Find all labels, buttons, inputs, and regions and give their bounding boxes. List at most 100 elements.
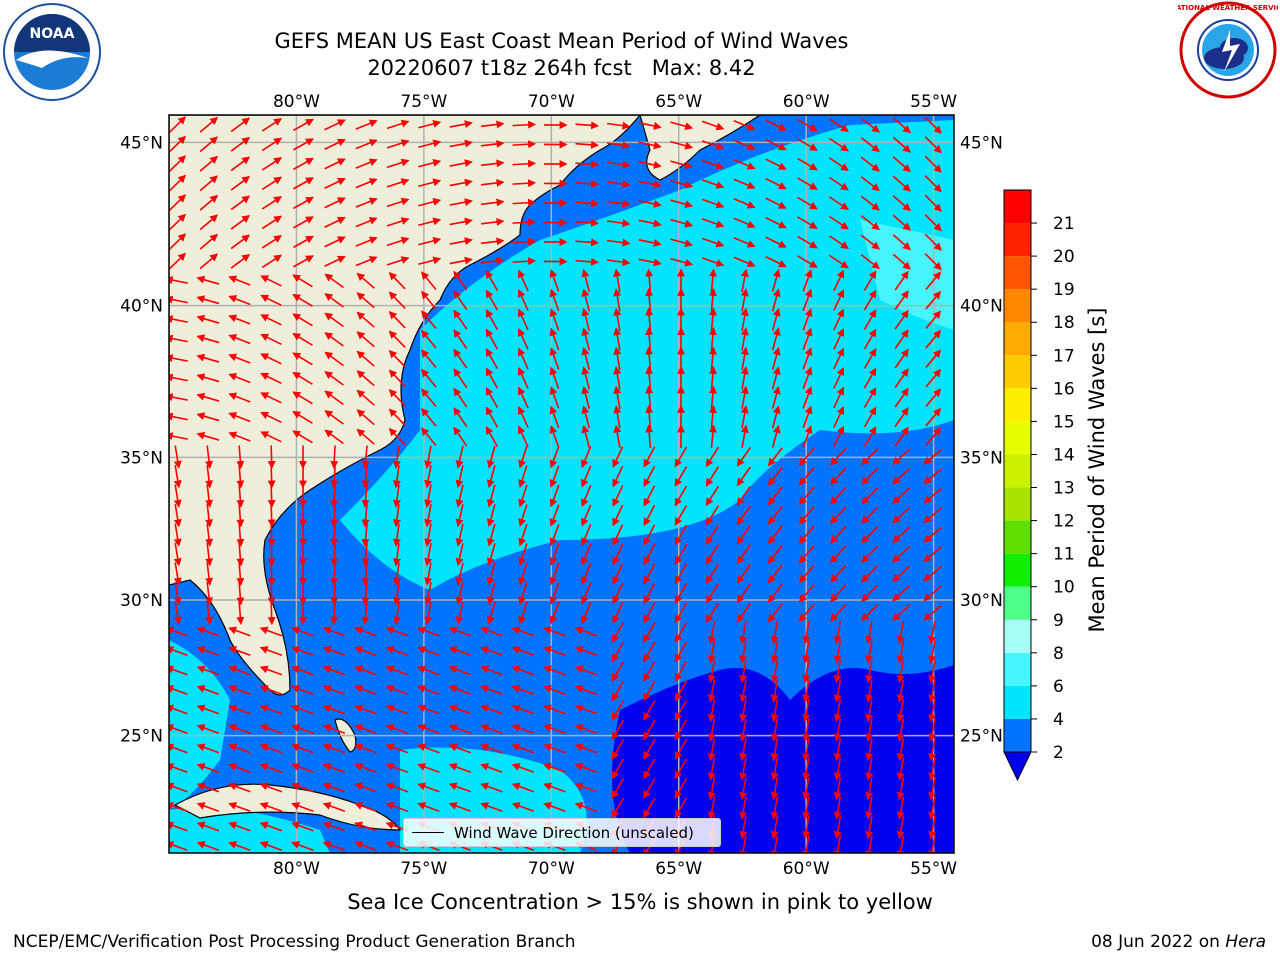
noaa-logo: NOAA bbox=[2, 2, 102, 102]
colorbar-segment bbox=[1004, 652, 1031, 686]
wind-arrow bbox=[354, 724, 377, 735]
wind-arrow bbox=[354, 665, 377, 676]
wind-arrow bbox=[259, 685, 283, 696]
wind-arrow bbox=[260, 392, 282, 404]
wind-arrow bbox=[581, 504, 592, 527]
wind-arrow bbox=[643, 524, 656, 546]
wind-arrow bbox=[293, 138, 314, 151]
wind-arrow bbox=[797, 255, 818, 268]
wind-arrow bbox=[833, 718, 842, 742]
wind-arrow bbox=[228, 392, 251, 403]
wind-arrow bbox=[896, 738, 905, 762]
wind-arrow bbox=[453, 309, 468, 330]
wind-arrow bbox=[196, 841, 220, 852]
wind-arrow bbox=[574, 626, 598, 637]
wind-arrow bbox=[767, 525, 783, 545]
wind-arrow bbox=[485, 328, 499, 350]
wind-arrow bbox=[674, 446, 688, 468]
wind-arrow bbox=[802, 738, 811, 762]
caption: Sea Ice Concentration > 15% is shown in … bbox=[347, 890, 933, 914]
wind-arrow bbox=[512, 140, 537, 149]
wind-arrow bbox=[236, 484, 245, 509]
wind-arrow bbox=[925, 388, 942, 407]
wind-arrow bbox=[518, 562, 528, 586]
wind-arrow bbox=[324, 410, 344, 425]
wind-arrow bbox=[894, 426, 909, 447]
wind-arrow bbox=[361, 523, 370, 548]
footer-credit: NCEP/EMC/Verification Post Processing Pr… bbox=[13, 932, 576, 952]
wind-arrow bbox=[896, 757, 905, 781]
wind-arrow bbox=[543, 763, 566, 774]
wind-arrow bbox=[199, 155, 219, 172]
wind-arrow bbox=[860, 156, 880, 172]
wind-arrow bbox=[574, 665, 598, 676]
wind-arrow bbox=[575, 238, 600, 247]
colorbar-segment bbox=[1004, 322, 1031, 356]
wind-arrow bbox=[330, 445, 339, 470]
wind-arrow bbox=[173, 562, 182, 586]
wind-arrow bbox=[928, 679, 937, 703]
wind-arrow bbox=[739, 835, 748, 853]
wind-arrow bbox=[549, 269, 560, 292]
wind-arrow bbox=[228, 821, 251, 832]
colorbar-segment bbox=[1004, 520, 1031, 554]
wind-arrow bbox=[324, 351, 344, 367]
wind-arrow bbox=[291, 841, 314, 852]
wind-arrow bbox=[169, 724, 188, 735]
wind-arrow bbox=[292, 430, 313, 444]
wind-arrow bbox=[865, 835, 874, 853]
wind-arrow bbox=[739, 816, 748, 840]
wind-arrow bbox=[424, 445, 433, 469]
wind-arrow bbox=[388, 408, 406, 426]
colorbar-segment bbox=[1004, 421, 1031, 455]
wind-arrow bbox=[797, 118, 818, 132]
wind-arrow bbox=[205, 601, 214, 626]
wind-arrow bbox=[385, 841, 409, 852]
wind-arrow bbox=[865, 699, 874, 723]
wind-arrow bbox=[896, 679, 905, 703]
wind-arrow bbox=[674, 797, 688, 819]
wind-arrow bbox=[330, 601, 339, 626]
wind-arrow bbox=[418, 217, 442, 227]
wind-arrow bbox=[449, 217, 473, 226]
wind-arrow bbox=[291, 802, 314, 813]
wind-arrow bbox=[707, 621, 716, 645]
wind-arrow bbox=[802, 405, 813, 429]
wind-arrow bbox=[674, 758, 688, 780]
wind-arrow bbox=[892, 136, 911, 153]
wind-arrow bbox=[292, 274, 313, 288]
wind-arrow bbox=[894, 270, 909, 291]
wind-arrow bbox=[196, 704, 220, 715]
wind-arrow bbox=[736, 486, 751, 506]
wind-arrow bbox=[228, 665, 251, 676]
wind-arrow bbox=[865, 660, 874, 684]
colorbar-tick-label: 14 bbox=[1053, 445, 1075, 465]
wind-arrow bbox=[205, 464, 214, 489]
wind-arrow bbox=[736, 505, 751, 526]
wind-arrow bbox=[228, 334, 251, 345]
wind-arrow bbox=[549, 347, 560, 370]
wind-arrow bbox=[896, 699, 905, 723]
wind-arrow bbox=[674, 602, 688, 624]
wind-arrow bbox=[606, 199, 631, 208]
wind-arrow bbox=[330, 562, 339, 587]
wind-arrow bbox=[230, 175, 251, 191]
wind-arrow bbox=[767, 564, 783, 584]
wind-arrow bbox=[925, 368, 942, 388]
wind-arrow bbox=[739, 738, 748, 762]
wind-arrow bbox=[771, 405, 781, 429]
wind-arrow bbox=[236, 562, 245, 587]
wind-arrow bbox=[829, 486, 847, 505]
wind-arrow bbox=[388, 310, 406, 329]
wind-arrow bbox=[292, 294, 313, 307]
colorbar-frame bbox=[1003, 189, 1032, 753]
wind-arrow bbox=[549, 386, 560, 409]
wind-arrow bbox=[865, 718, 874, 742]
wind-arrow bbox=[169, 665, 188, 676]
legend-label: Wind Wave Direction (unscaled) bbox=[454, 823, 694, 842]
wind-arrow bbox=[228, 314, 251, 325]
wind-arrow bbox=[638, 258, 662, 267]
wind-arrow bbox=[770, 777, 779, 801]
wind-arrow bbox=[707, 640, 716, 664]
wind-arrow bbox=[861, 545, 879, 563]
